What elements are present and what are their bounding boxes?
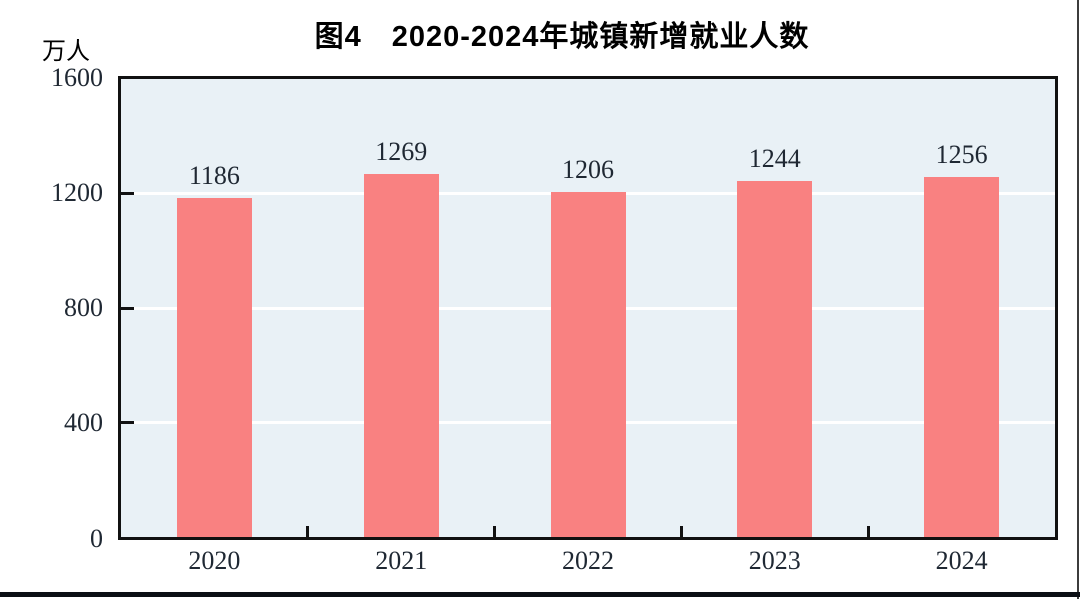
bar-value-label-2021: 1269 bbox=[375, 136, 428, 166]
bar-value-label-2024: 1256 bbox=[935, 140, 988, 170]
bar-2020 bbox=[176, 197, 252, 537]
x-axis-tick-1 bbox=[306, 526, 310, 537]
x-axis-tick-4 bbox=[866, 526, 870, 537]
y-axis-tick-800 bbox=[121, 306, 134, 310]
bottom-rule bbox=[0, 592, 1080, 597]
y-tick-label-800: 800 bbox=[64, 293, 103, 322]
y-axis-unit-label: 万人 bbox=[42, 39, 90, 65]
page-right-border bbox=[1077, 0, 1079, 599]
plot-area: 1186 1269 1206 1244 1256 bbox=[118, 76, 1058, 540]
y-axis-tick-1200 bbox=[121, 192, 134, 195]
x-tick-label-2021: 2021 bbox=[375, 546, 428, 575]
y-axis-tick-400 bbox=[121, 421, 134, 424]
bar-2021 bbox=[363, 173, 439, 537]
x-tick-label-2023: 2023 bbox=[748, 546, 801, 575]
x-tick-label-2024: 2024 bbox=[935, 546, 988, 575]
y-tick-label-1200: 1200 bbox=[51, 177, 103, 207]
y-tick-label-400: 400 bbox=[64, 408, 103, 438]
chart-title: 图4 2020-2024年城镇新增就业人数 bbox=[314, 21, 810, 53]
bar-value-label-2022: 1206 bbox=[561, 154, 614, 184]
x-tick-label-2022: 2022 bbox=[562, 546, 614, 575]
y-tick-label-1600: 1600 bbox=[51, 62, 103, 92]
y-tick-label-0: 0 bbox=[90, 523, 103, 553]
bar-2023 bbox=[737, 180, 813, 537]
bar-2024 bbox=[924, 177, 1000, 537]
bar-2022 bbox=[550, 191, 626, 537]
x-axis-tick-2 bbox=[493, 526, 497, 537]
x-tick-label-2020: 2020 bbox=[188, 546, 241, 575]
bar-value-label-2020: 1186 bbox=[188, 160, 240, 190]
bar-value-label-2023: 1244 bbox=[748, 143, 801, 173]
x-axis-tick-3 bbox=[679, 526, 683, 537]
